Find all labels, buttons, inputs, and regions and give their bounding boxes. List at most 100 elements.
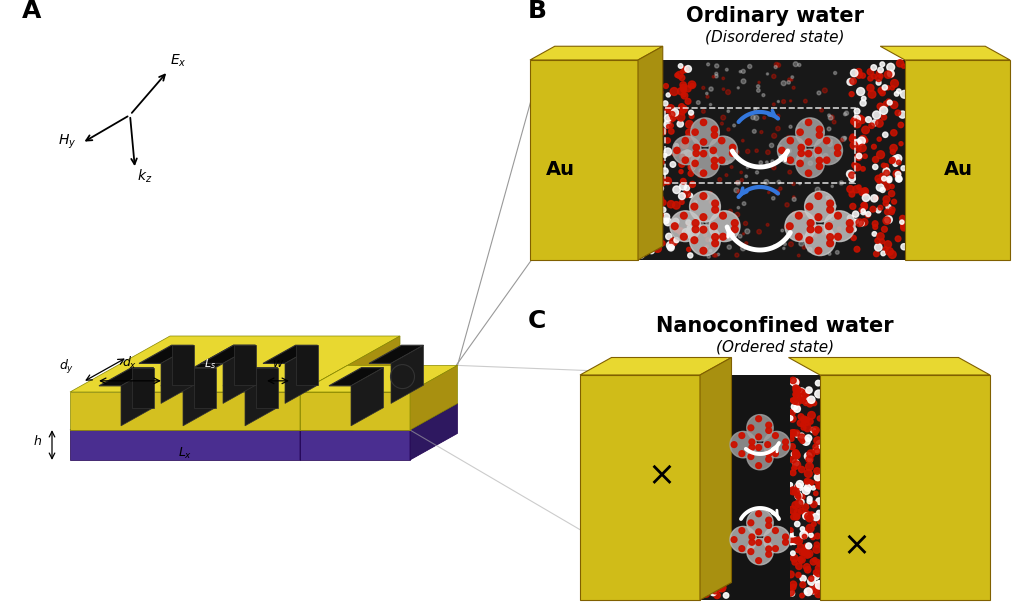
Circle shape (793, 460, 799, 466)
Circle shape (717, 524, 724, 531)
Circle shape (733, 124, 735, 127)
Circle shape (697, 387, 705, 395)
Circle shape (698, 511, 706, 517)
Circle shape (849, 135, 856, 142)
Circle shape (725, 565, 730, 569)
Circle shape (854, 139, 861, 147)
Circle shape (798, 557, 804, 563)
Circle shape (643, 127, 648, 132)
Circle shape (659, 160, 665, 165)
Circle shape (881, 251, 886, 256)
Circle shape (644, 140, 650, 147)
Circle shape (815, 581, 823, 588)
Circle shape (788, 430, 797, 437)
Circle shape (806, 204, 813, 210)
Circle shape (826, 200, 834, 207)
Polygon shape (161, 345, 194, 403)
Circle shape (806, 120, 812, 126)
Circle shape (651, 150, 658, 156)
Circle shape (703, 445, 708, 449)
Circle shape (806, 151, 812, 157)
Text: B: B (528, 0, 547, 23)
Circle shape (806, 550, 813, 557)
Circle shape (853, 211, 859, 217)
Polygon shape (881, 46, 1010, 60)
Circle shape (739, 243, 743, 247)
Circle shape (812, 448, 817, 453)
Circle shape (772, 166, 776, 170)
Circle shape (861, 167, 865, 171)
Circle shape (658, 199, 664, 204)
Circle shape (828, 115, 833, 120)
Circle shape (777, 136, 806, 165)
Circle shape (811, 587, 817, 594)
Polygon shape (194, 368, 215, 408)
Circle shape (799, 500, 804, 504)
Circle shape (640, 197, 646, 204)
Circle shape (720, 547, 726, 554)
Polygon shape (285, 345, 317, 403)
Circle shape (743, 221, 748, 226)
Circle shape (699, 382, 705, 387)
Circle shape (646, 129, 651, 134)
Circle shape (791, 398, 795, 403)
Circle shape (844, 113, 847, 116)
Circle shape (712, 571, 717, 575)
Circle shape (690, 83, 694, 88)
Circle shape (811, 485, 815, 490)
Circle shape (721, 122, 723, 125)
Circle shape (859, 144, 866, 152)
Circle shape (837, 156, 840, 159)
Circle shape (782, 247, 785, 249)
Circle shape (682, 137, 688, 144)
Circle shape (681, 234, 687, 240)
Circle shape (707, 95, 709, 98)
Circle shape (641, 82, 645, 86)
Circle shape (766, 223, 769, 226)
Circle shape (791, 378, 799, 386)
Circle shape (897, 177, 902, 182)
Polygon shape (245, 368, 278, 426)
Circle shape (700, 482, 705, 487)
Circle shape (790, 538, 794, 543)
Circle shape (709, 87, 713, 91)
Polygon shape (70, 374, 400, 430)
Circle shape (794, 387, 799, 392)
Circle shape (712, 458, 718, 464)
Circle shape (893, 161, 898, 166)
Circle shape (809, 533, 813, 538)
Circle shape (699, 481, 707, 489)
Polygon shape (530, 46, 663, 60)
Circle shape (815, 581, 823, 589)
Circle shape (808, 458, 812, 463)
Circle shape (726, 539, 731, 544)
Circle shape (820, 109, 823, 112)
Circle shape (799, 394, 806, 401)
Text: $\times$: $\times$ (843, 528, 867, 562)
Circle shape (883, 132, 888, 137)
Circle shape (884, 183, 891, 190)
Circle shape (793, 379, 800, 385)
Circle shape (706, 452, 710, 457)
Circle shape (702, 422, 711, 430)
Circle shape (807, 398, 813, 404)
Circle shape (766, 451, 772, 457)
Circle shape (698, 486, 706, 493)
Polygon shape (223, 368, 278, 386)
Circle shape (803, 535, 807, 539)
Circle shape (880, 173, 884, 178)
Circle shape (887, 178, 892, 183)
Circle shape (879, 205, 883, 210)
Circle shape (764, 432, 790, 458)
Text: $d_y$: $d_y$ (59, 358, 75, 376)
Circle shape (713, 383, 720, 390)
Circle shape (800, 576, 806, 582)
Circle shape (833, 205, 837, 208)
Circle shape (637, 68, 645, 76)
Circle shape (795, 493, 801, 498)
Circle shape (817, 91, 821, 95)
Circle shape (850, 204, 856, 210)
Circle shape (817, 197, 820, 200)
Circle shape (804, 400, 808, 405)
Circle shape (876, 120, 883, 127)
